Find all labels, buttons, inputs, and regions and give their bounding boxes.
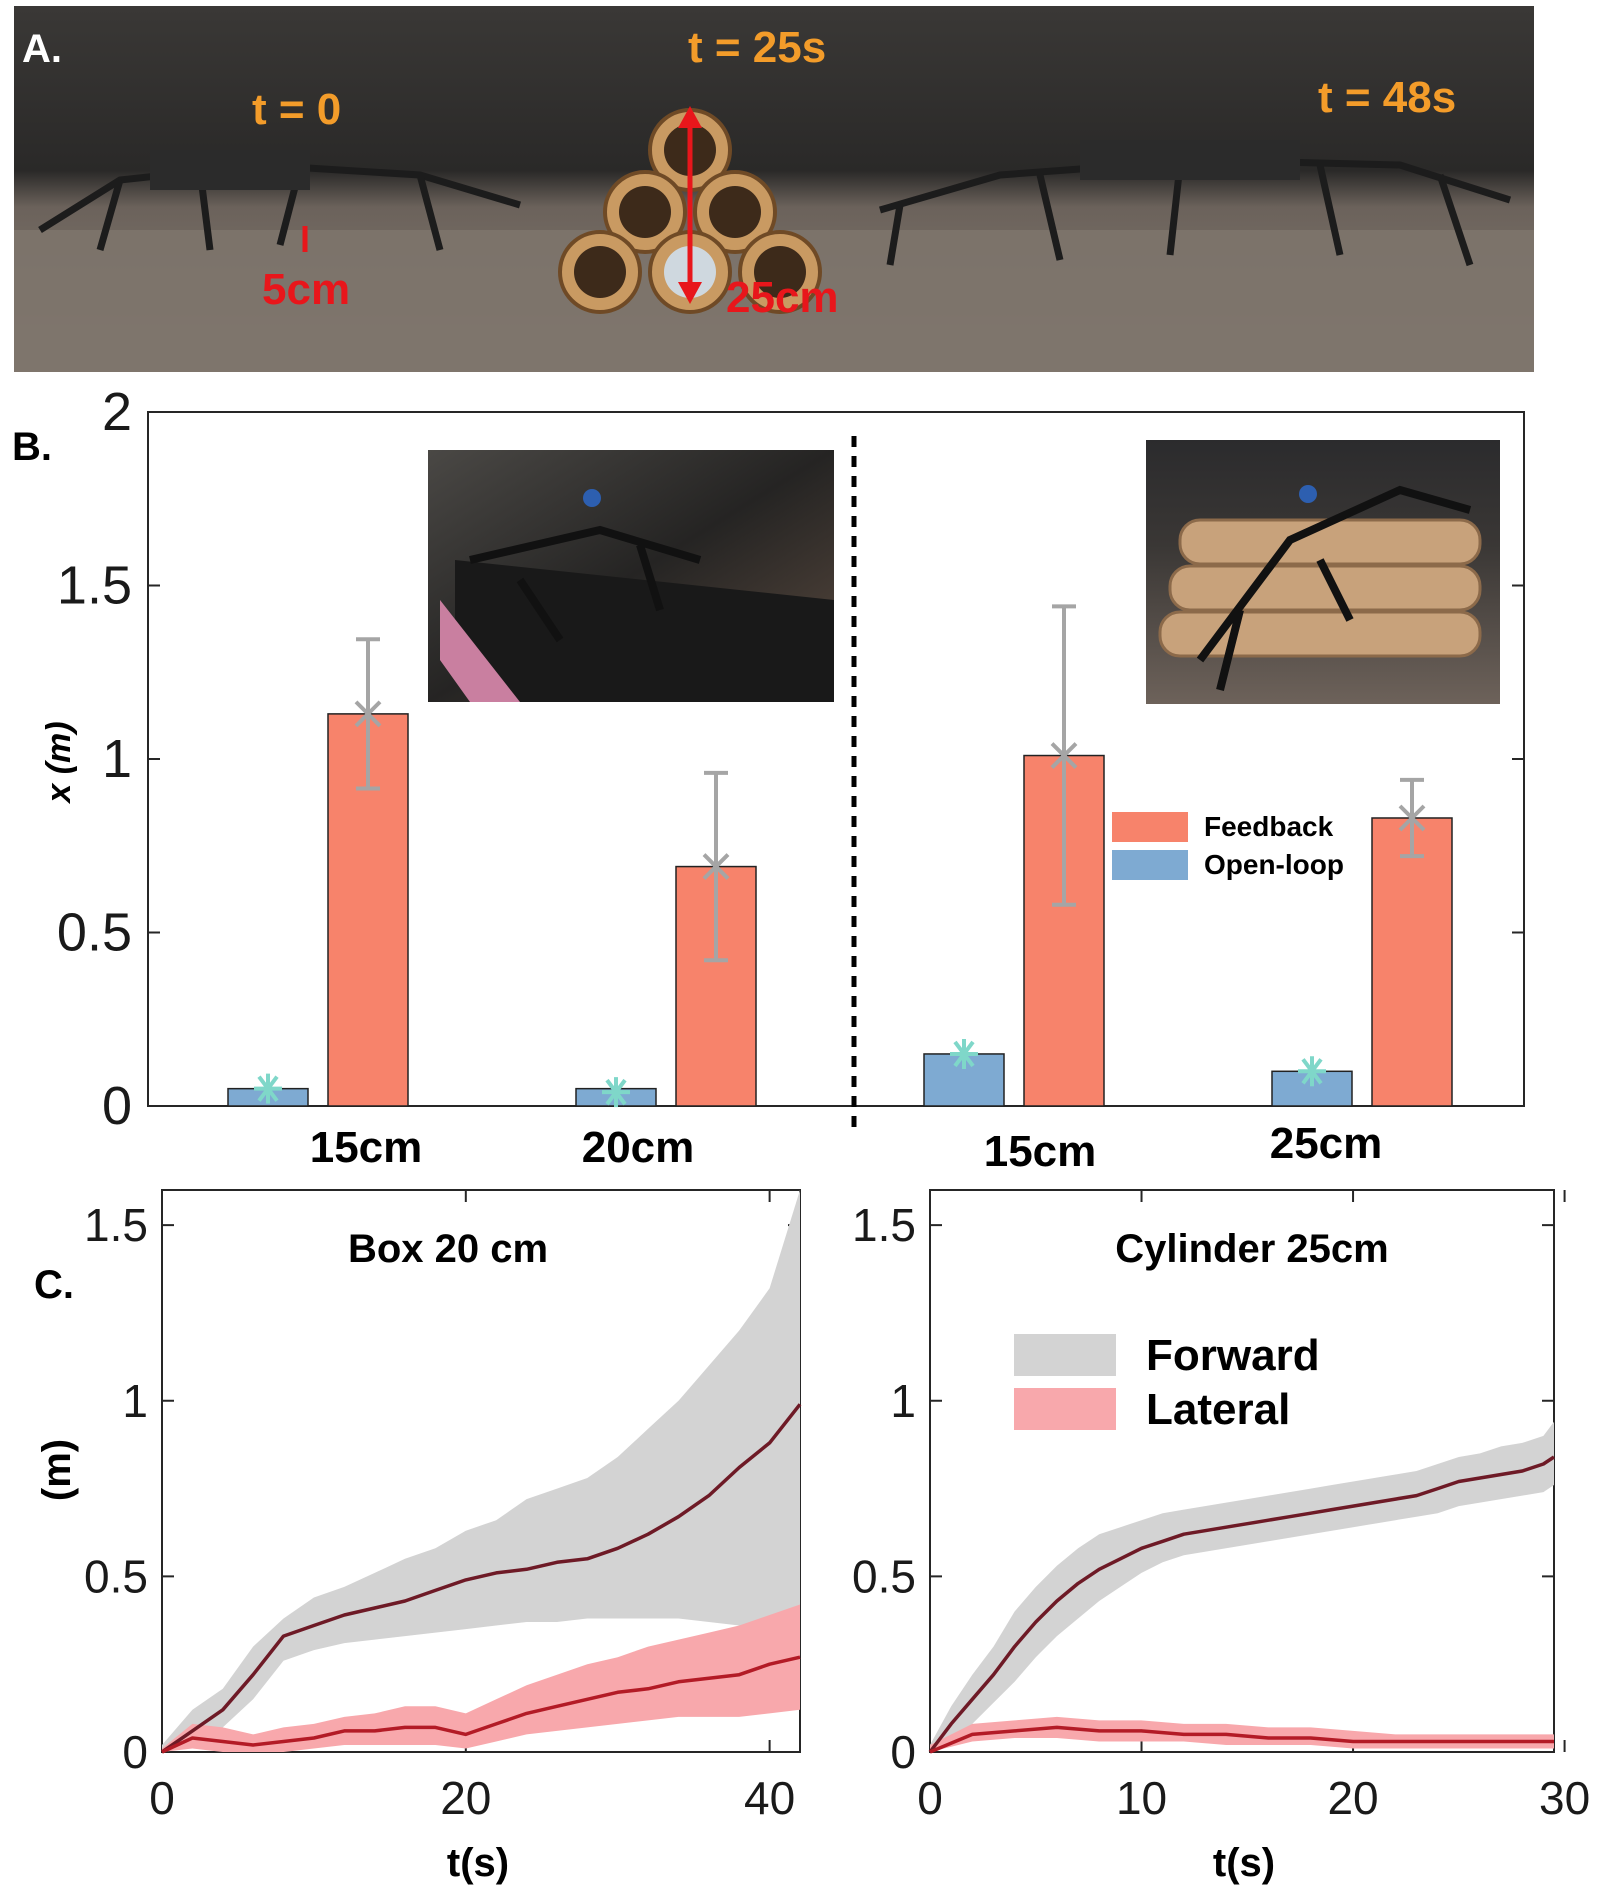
bar-series-group [227, 604, 1453, 1108]
right-band-forward [930, 1421, 1554, 1752]
left-x-tick-label: 40 [744, 1772, 795, 1824]
robot-right [879, 140, 1512, 267]
left-line-forward [161, 1403, 802, 1754]
right-line-lateral [929, 1725, 1554, 1754]
bar-x-tick-label: 15cm [310, 1123, 423, 1172]
panel-label-a: A. [22, 27, 62, 71]
openloop-marker [1298, 1056, 1326, 1087]
openloop-marker [602, 1077, 630, 1108]
left-x-tick-label: 0 [149, 1772, 175, 1824]
right-x-tick-label: 0 [917, 1772, 943, 1824]
dimension-label-25cm: 25cm [726, 273, 839, 322]
panel-c-time-series: 00.511.50 20 40 00.511.50 10 20 30 Box 20 cm … [34, 1189, 1590, 1885]
inset-photo-cylinders [1146, 440, 1500, 704]
left-band-lateral [162, 1604, 800, 1752]
legend-label-feedback: Feedback [1204, 811, 1334, 842]
legend-label-forward: Forward [1146, 1331, 1320, 1380]
legend-label-lateral: Lateral [1146, 1385, 1290, 1434]
left-y-tick-label: 1.5 [84, 1199, 148, 1251]
bar-feedback [1371, 817, 1453, 1107]
bar-y-axis-label: x (m) [40, 721, 78, 804]
left-y-axis-label: (m) [35, 1439, 79, 1501]
right-line-forward [928, 1455, 1555, 1754]
left-band-forward [162, 1190, 800, 1752]
bar-y-tick-label: 1.5 [57, 556, 132, 616]
bar-x-tick-label: 20cm [582, 1123, 695, 1172]
time-label-mid: t = 25s [688, 23, 826, 72]
dimension-label-5cm: 5cm [262, 265, 350, 314]
bar-x-tick-label: 25cm [1270, 1119, 1383, 1168]
left-x-tick-label: 20 [440, 1772, 491, 1824]
bar-x-tick-label: 15cm [984, 1127, 1097, 1176]
bar-y-tick-label: 0 [102, 1076, 132, 1136]
mean-marker [1050, 742, 1078, 769]
mean-marker [702, 853, 730, 880]
height-arrow-25cm [678, 106, 702, 304]
right-y-tick-label: 0.5 [852, 1550, 916, 1602]
right-x-tick-label: 30 [1539, 1772, 1590, 1824]
panel-b-bar-chart: 00.511.52 Feedback Open- [12, 382, 1525, 1176]
right-y-tick-label: 0 [890, 1726, 916, 1778]
inset-photo-box [428, 450, 834, 702]
right-plot: 0 0.5 1 1.5 0 10 20 30 [852, 1190, 1590, 1824]
legend-swatch-feedback [1112, 812, 1188, 842]
right-x-tick-label: 20 [1327, 1772, 1378, 1824]
mean-marker [354, 700, 382, 728]
legend-swatch-forward [1014, 1334, 1116, 1376]
bar-y-axis: 0 0.5 1 1.5 2 [57, 382, 1524, 1136]
panel-label-c: C. [34, 1263, 74, 1307]
bar-legend: Feedback Open-loop [1112, 811, 1344, 880]
left-y-tick-label: 1 [122, 1375, 148, 1427]
legend-label-openloop: Open-loop [1204, 849, 1344, 880]
left-line-lateral [161, 1655, 801, 1754]
time-label-end: t = 48s [1318, 73, 1456, 122]
left-y-tick-label: 0 [122, 1726, 148, 1778]
left-x-axis-label: t(s) [447, 1841, 509, 1885]
mean-marker [1398, 804, 1426, 832]
right-plot-title: Cylinder 25cm [1115, 1227, 1388, 1271]
right-x-axis-label: t(s) [1213, 1841, 1275, 1885]
panel-label-b: B. [12, 425, 52, 469]
panel-a-photo: A. t = 0 t = 25s t = 48s 5cm 25cm [14, 6, 1534, 372]
tube-openings [574, 124, 806, 298]
legend-swatch-openloop [1112, 850, 1188, 880]
time-series-legend: Forward Lateral [1014, 1331, 1320, 1434]
left-plot-title: Box 20 cm [348, 1227, 548, 1271]
right-y-tick-label: 1.5 [852, 1199, 916, 1251]
bar-y-tick-label: 1 [102, 729, 132, 789]
left-plot: 0 0.5 1 1.5 0 20 40 [84, 1190, 802, 1824]
bar-y-tick-label: 2 [102, 382, 132, 442]
legend-swatch-lateral [1014, 1388, 1116, 1430]
bar-x-tick-labels: 15cm 20cm 15cm 25cm [310, 1119, 1383, 1176]
robot-left [38, 150, 522, 251]
openloop-marker [254, 1073, 282, 1104]
time-label-start: t = 0 [252, 85, 341, 134]
left-y-tick-label: 0.5 [84, 1550, 148, 1602]
right-y-tick-label: 1 [890, 1375, 916, 1427]
right-x-tick-label: 10 [1116, 1772, 1167, 1824]
openloop-marker [950, 1038, 978, 1069]
bar-y-tick-label: 0.5 [57, 903, 132, 963]
